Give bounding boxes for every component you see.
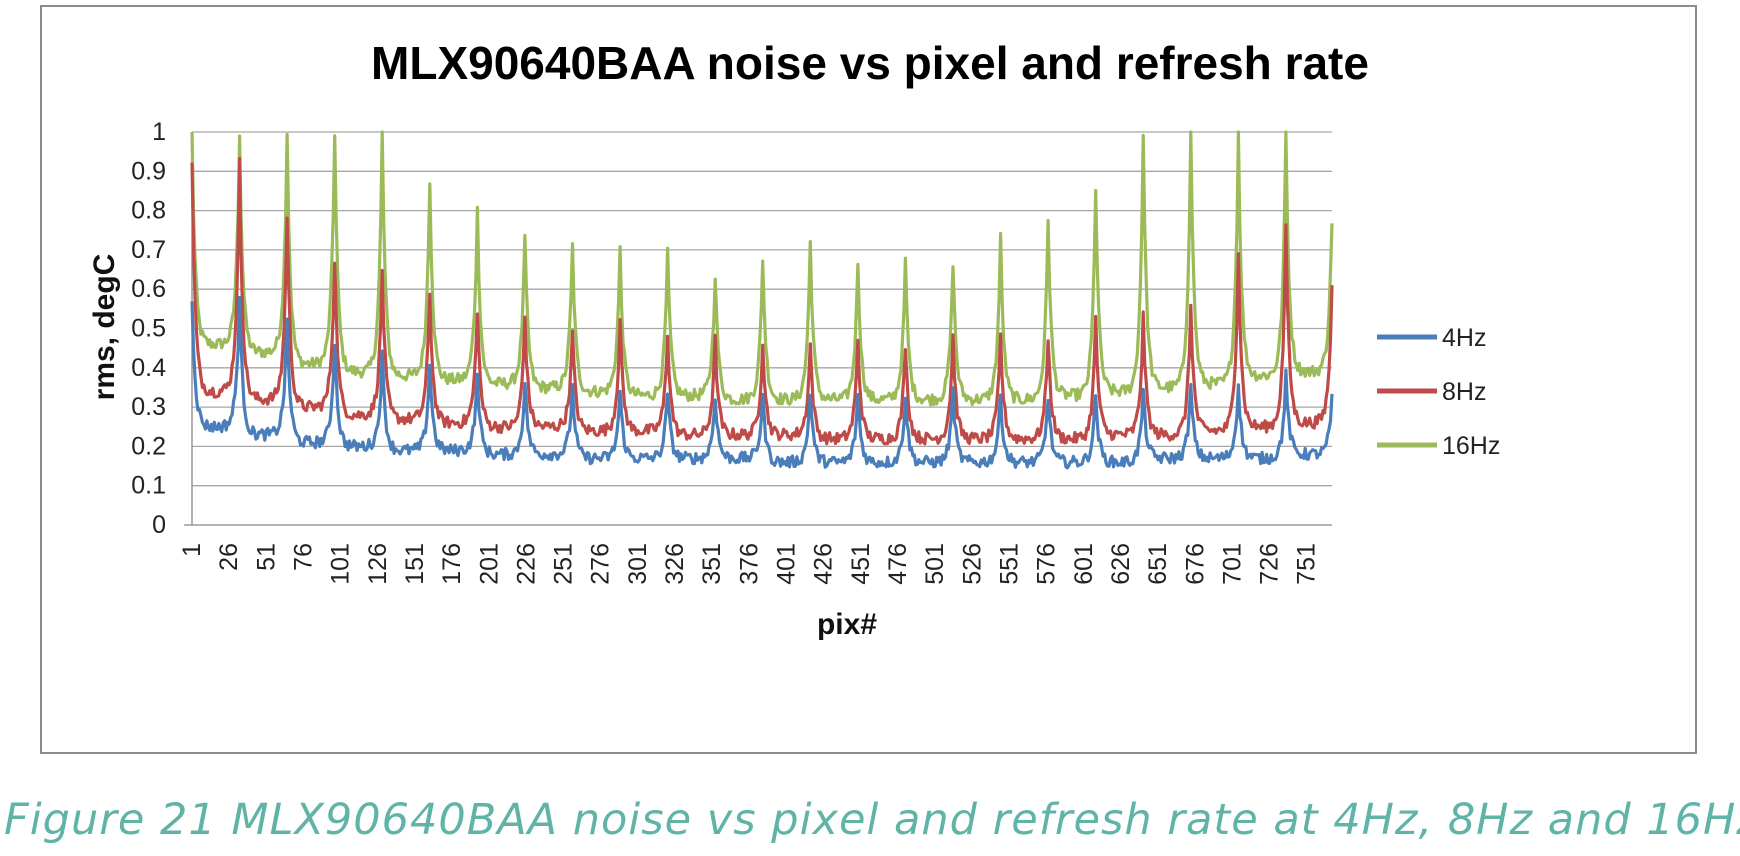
y-tick-label: 0.1 [131,472,166,500]
y-tick-labels: 0 0.1 0.2 0.3 0.4 0.5 0.6 0.7 0.8 0.9 1 [131,118,166,539]
y-tick-label: 0.8 [131,197,166,225]
y-tick-label: 0.2 [131,432,166,460]
y-tick-label: 0.3 [131,393,166,421]
x-tick-label: 401 [773,543,801,585]
x-tick-label: 451 [847,543,875,585]
x-tick-label: 51 [252,543,280,571]
y-tick-label: 1 [152,118,166,146]
y-tick-label: 0.5 [131,315,166,343]
x-tick-label: 176 [438,543,466,585]
x-tick-label: 501 [921,543,949,585]
gridlines [184,131,1332,526]
legend-label-4Hz: 4Hz [1442,324,1486,352]
x-axis-label: pix# [817,608,877,641]
x-tick-label: 726 [1256,543,1284,585]
x-tick-label: 126 [364,543,392,585]
x-tick-label: 651 [1144,543,1172,585]
y-tick-label: 0.6 [131,275,166,303]
x-tick-labels: 1 26 51 76 101 126 151 176 201 226 251 276 301 326 351… [178,543,1321,585]
x-tick-label: 1 [178,543,206,557]
y-tick-label: 0.7 [131,236,166,264]
x-tick-label: 76 [289,543,317,571]
x-tick-label: 326 [661,543,689,585]
legend: 4Hz 8Hz 16Hz [1377,324,1500,460]
y-tick-label: 0 [152,511,166,539]
x-tick-label: 751 [1293,543,1321,585]
x-tick-label: 376 [735,543,763,585]
figure-caption: Figure 21 MLX90640BAA noise vs pixel and… [4,795,1740,845]
chart-svg: MLX90640BAA noise vs pixel and refresh r… [88,37,1500,641]
series-line-4Hz [190,296,1334,470]
x-tick-label: 426 [810,543,838,585]
x-tick-label: 251 [550,543,578,585]
y-tick-label: 0.4 [131,354,166,382]
series-lines [190,130,1334,470]
x-tick-label: 351 [698,543,726,585]
x-tick-label: 676 [1181,543,1209,585]
x-tick-label: 626 [1107,543,1135,585]
x-tick-label: 526 [958,543,986,585]
x-tick-label: 226 [512,543,540,585]
x-tick-label: 601 [1070,543,1098,585]
x-tick-label: 551 [995,543,1023,585]
x-tick-label: 26 [215,543,243,571]
x-tick-label: 101 [327,543,355,585]
x-tick-label: 276 [587,543,615,585]
x-tick-label: 476 [884,543,912,585]
y-axis-label: rms, degC [88,254,121,401]
x-tick-label: 151 [401,543,429,585]
x-tick-label: 301 [624,543,652,585]
y-tick-label: 0.9 [131,157,166,185]
x-tick-label: 701 [1218,543,1246,585]
chart-frame: MLX90640BAA noise vs pixel and refresh r… [40,5,1697,754]
x-tick-label: 576 [1033,543,1061,585]
legend-label-16Hz: 16Hz [1442,432,1500,460]
legend-label-8Hz: 8Hz [1442,378,1486,406]
series-line-16Hz [190,130,1334,407]
chart-title: MLX90640BAA noise vs pixel and refresh r… [371,37,1369,89]
series-line-8Hz [190,157,1334,446]
x-tick-label: 201 [475,543,503,585]
